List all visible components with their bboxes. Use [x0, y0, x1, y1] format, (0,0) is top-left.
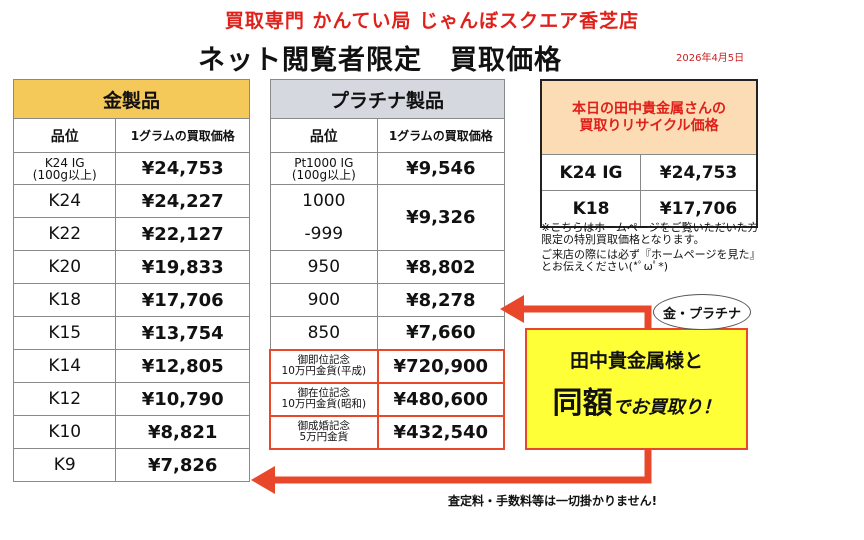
- note-line: ご来店の際には必ず『ホームページを見た』とお伝えください(*ﾟωﾟ*): [541, 248, 755, 273]
- daily-grade: K18: [542, 191, 641, 226]
- platinum-price: ¥8,802: [377, 250, 505, 284]
- gold-col-price: 1グラムの買取価格: [115, 118, 250, 153]
- promo-highlight: 同額: [552, 386, 613, 421]
- date-label: 2026年4月5日: [676, 53, 745, 64]
- daily-reference-box: 本日の田中貴金属さんの 買取りリサイクル価格 K24 IG ¥24,753 K1…: [540, 79, 758, 228]
- daily-price: ¥17,706: [659, 198, 738, 219]
- gold-price: ¥22,127: [115, 217, 250, 251]
- table-row: 1000 ¥9,326: [269, 184, 505, 251]
- platinum-price-table: プラチナ製品 品位 1グラムの買取価格 Pt1000 IG (100g以上) ¥…: [269, 79, 506, 450]
- platinum-grade: 1000: [269, 184, 379, 218]
- gold-grade: K24 IG (100g以上): [12, 152, 117, 185]
- gold-price: ¥19,833: [115, 250, 250, 284]
- platinum-price: ¥8,278: [377, 283, 505, 317]
- platinum-table-title: プラチナ製品: [269, 79, 505, 119]
- gold-platinum-badge: 金・プラチナ: [653, 294, 751, 330]
- arrow-to-k9: [272, 448, 652, 484]
- coin-price: ¥480,600: [376, 381, 506, 417]
- gold-price: ¥8,821: [115, 415, 250, 449]
- table-row: K24 IG ¥24,753: [542, 155, 756, 191]
- store-name: 買取専門 かんてい局 じゃんぼスクエア香芝店: [224, 10, 640, 32]
- platinum-grade: Pt1000 IG (100g以上): [269, 152, 379, 185]
- table-row: K20 ¥19,833: [12, 250, 250, 284]
- platinum-col-price: 1グラムの買取価格: [377, 118, 505, 153]
- table-row: K24 ¥24,227: [12, 184, 250, 218]
- coin-row: 御成婚記念 5万円金貨 ¥432,540: [269, 414, 506, 450]
- page-title: ネット閲覧者限定 買取価格: [198, 45, 562, 76]
- gold-price: ¥7,826: [115, 448, 250, 482]
- note-line: ※こちらはホームページをご覧いただいた方限定の特別買取価格となります。: [541, 221, 759, 246]
- coin-name: 御在位記念 10万円金貨(昭和): [269, 381, 379, 417]
- platinum-col-grade: 品位: [269, 118, 379, 153]
- table-row: -999: [269, 217, 504, 251]
- daily-grade: K24 IG: [542, 155, 641, 190]
- gold-price: ¥17,706: [115, 283, 250, 317]
- gold-price: ¥24,227: [115, 184, 250, 218]
- arrow-head-lower: [251, 466, 275, 494]
- platinum-grade-suffix: -999: [269, 217, 379, 251]
- table-row: K14 ¥12,805: [12, 349, 250, 383]
- gold-grade: K9: [12, 448, 117, 482]
- table-row: 900 ¥8,278: [269, 283, 505, 317]
- gold-price: ¥12,805: [115, 349, 250, 383]
- table-row: K10 ¥8,821: [12, 415, 250, 449]
- promo-line: 田中貴金属様と: [569, 350, 703, 372]
- gold-table-title: 金製品: [13, 79, 250, 119]
- coin-row: 御即位記念 10万円金貨(平成) ¥720,900: [269, 348, 506, 384]
- daily-reference-title: 本日の田中貴金属さんの 買取りリサイクル価格: [542, 81, 756, 155]
- coin-price: ¥432,540: [376, 414, 506, 450]
- arrow-head-upper: [500, 295, 524, 323]
- no-fee-note: 査定料・手数料等は一切掛かりません!: [448, 494, 658, 508]
- arrow-to-900: [520, 305, 652, 328]
- coin-name: 御成婚記念 5万円金貨: [269, 414, 379, 450]
- promo-suffix: でお買取り！: [612, 397, 721, 418]
- coin-price: ¥720,900: [376, 348, 506, 384]
- table-row: K9 ¥7,826: [12, 448, 250, 482]
- gold-price: ¥10,790: [115, 382, 250, 416]
- same-price-promo: 田中貴金属様と 同額でお買取り！: [525, 328, 748, 450]
- table-row: K12 ¥10,790: [12, 382, 250, 416]
- gold-grade: K12: [12, 382, 117, 416]
- platinum-grade: 900: [269, 283, 379, 317]
- coin-name: 御即位記念 10万円金貨(平成): [269, 348, 379, 384]
- table-row: K15 ¥13,754: [12, 316, 250, 350]
- table-row: Pt1000 IG (100g以上) ¥9,546: [269, 152, 505, 185]
- coin-row: 御在位記念 10万円金貨(昭和) ¥480,600: [269, 381, 506, 417]
- gold-price: ¥13,754: [115, 316, 250, 350]
- gold-price: ¥24,753: [115, 152, 250, 185]
- table-row: K18 ¥17,706: [542, 191, 756, 226]
- gold-col-grade: 品位: [12, 118, 117, 153]
- table-row: 950 ¥8,802: [269, 250, 505, 284]
- daily-price: ¥24,753: [659, 162, 738, 183]
- special-price-note: ※こちらはホームページをご覧いただいた方限定の特別買取価格となります。 ご来店の…: [541, 222, 759, 273]
- platinum-grade: 850: [269, 316, 379, 350]
- platinum-price: ¥9,326: [377, 184, 505, 251]
- table-row: K24 IG (100g以上) ¥24,753: [12, 152, 250, 185]
- gold-grade: K10: [12, 415, 117, 449]
- platinum-grade: 950: [269, 250, 379, 284]
- gold-price-table: 金製品 品位 1グラムの買取価格 K24 IG (100g以上) ¥24,753 K…: [12, 79, 250, 482]
